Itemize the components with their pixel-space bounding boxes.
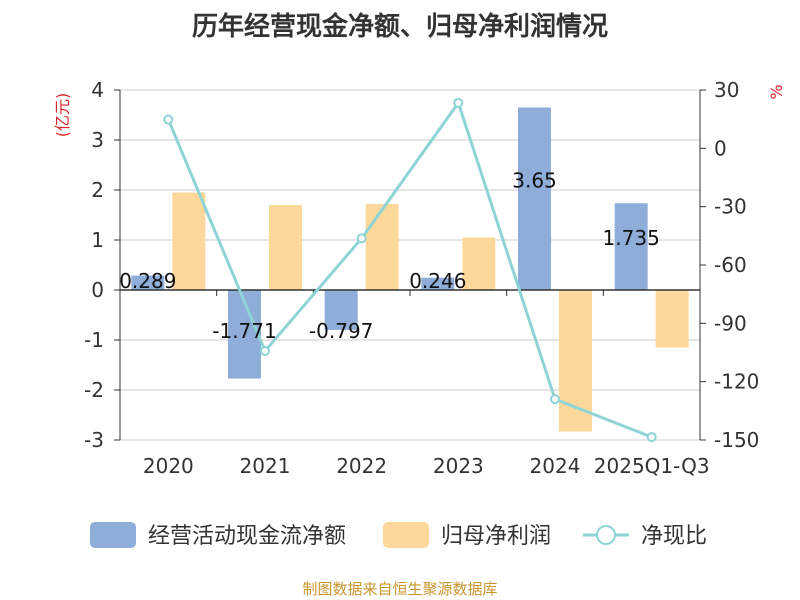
cashflow-data-label: 3.65 [512,169,557,193]
y-right-tick-label: -150 [714,428,759,452]
cashflow-data-label: 0.289 [119,269,176,293]
bar-cashflow [421,277,455,290]
legend-label: 经营活动现金流净额 [148,524,346,549]
x-tick-label: 2024 [530,454,581,478]
bar-cashflow [131,275,165,290]
bar-profit [462,237,496,290]
y-left-tick-label: -1 [84,328,104,352]
bar-cashflow [614,203,648,290]
axes: 4 3 2 1 0 -1 -2 -3 30 0 -30 -60 -90 -120 -150 (亿元)% 2020… [53,78,786,478]
cashflow-data-label: 1.735 [603,226,660,250]
y-right-axis-label: % [767,84,786,99]
y-right-tick-label: -60 [714,253,747,277]
x-tick-label: 2025Q1-Q3 [594,454,710,478]
y-left-tick-label: 3 [91,128,104,152]
legend-swatch [90,522,136,548]
cashflow-data-label: -0.797 [309,319,373,343]
legend: 经营活动现金流净额 归母净利润 净现比 [90,522,707,549]
cashflow-data-label: 0.246 [409,269,466,293]
y-left-tick-label: 2 [91,178,104,202]
cashflow-data-label: -1.771 [212,319,276,343]
ratio-point [163,114,174,125]
legend-marker [596,525,616,545]
ratio-line-path [166,99,653,439]
grid-lines [120,89,700,441]
y-right-tick-label: -30 [714,195,747,219]
y-right-tick-label: -90 [714,311,747,335]
y-left-tick-label: 1 [91,228,104,252]
bar-series [131,107,689,432]
ratio-point [453,97,464,108]
y-left-axis-label: (亿元) [53,93,72,138]
legend-label: 归母净利润 [441,524,551,549]
ratio-point [356,233,367,244]
x-tick-label: 2022 [336,454,387,478]
ratio-point [646,432,657,443]
bar-profit [269,205,302,290]
bar-profit [172,192,206,290]
bar-profit [655,290,689,348]
ratio-point [550,394,560,405]
chart-title: 历年经营现金净额、归母净利润情况 [191,12,608,42]
ratio-line [163,97,657,443]
y-left-tick-label: -2 [84,378,104,402]
y-left-tick-label: 4 [91,78,104,102]
x-tick-label: 2020 [143,454,194,478]
legend-swatch [383,522,429,548]
data-source: 制图数据来自恒生聚源数据库 [302,580,498,598]
y-right-tick-label: 0 [714,136,727,160]
x-tick-label: 2023 [433,454,484,478]
y-right-tick-label: 30 [714,78,739,102]
ratio-point [260,345,270,356]
y-left-tick-label: 0 [91,278,104,302]
data-labels: 0.289 -1.771 -0.797 0.246 3.65 1.735 [119,169,660,344]
y-left-tick-label: -3 [84,428,104,452]
bar-cashflow [324,290,358,330]
bar-cashflow [518,107,551,290]
legend-label: 净现比 [641,524,707,549]
x-tick-label: 2021 [240,454,291,478]
bar-profit [365,204,399,290]
y-right-tick-label: -120 [714,370,759,394]
